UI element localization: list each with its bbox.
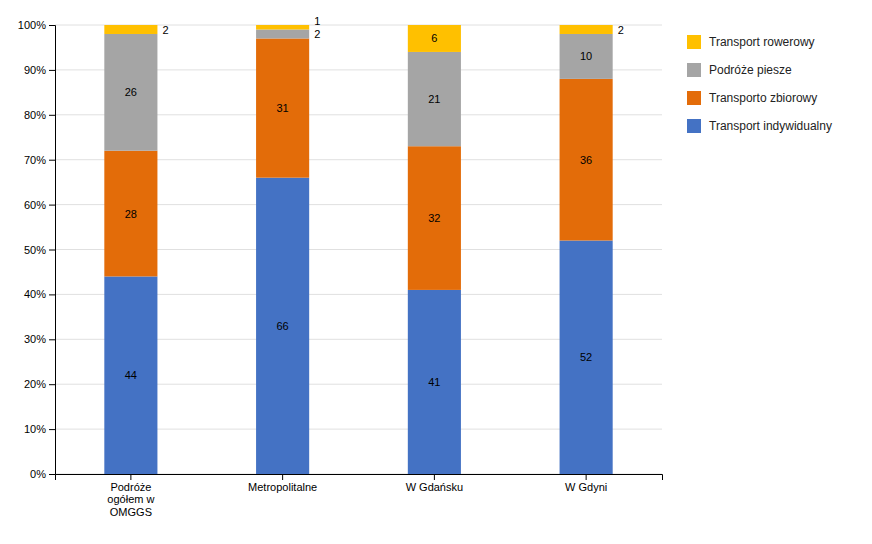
- x-tick-mark: [434, 474, 435, 480]
- legend: Transport rowerowy Podróże piesze Transpor…: [687, 35, 832, 133]
- y-tick: 60%: [24, 199, 55, 211]
- y-tick-label: 50%: [24, 244, 46, 256]
- y-tick-mark: [49, 250, 55, 251]
- legend-label: Transport indywidualny: [709, 119, 832, 133]
- bar-segment: [256, 178, 309, 474]
- y-tick-label: 70%: [24, 154, 46, 166]
- bar-segment: [408, 146, 461, 290]
- y-tick-mark: [49, 429, 55, 430]
- y-tick-label: 80%: [24, 109, 46, 121]
- y-tick-mark: [49, 294, 55, 295]
- legend-item: Transport indywidualny: [687, 119, 832, 133]
- y-tick: 80%: [24, 109, 55, 121]
- y-tick-label: 10%: [24, 423, 46, 435]
- y-tick-mark: [49, 339, 55, 340]
- y-tick-label: 100%: [18, 19, 46, 31]
- y-tick-label: 0%: [30, 468, 46, 480]
- x-tick: W Gdyni: [565, 474, 607, 493]
- bar-segment: [560, 241, 613, 474]
- data-label: 2: [162, 23, 168, 35]
- bar-segment: [560, 25, 613, 34]
- x-tick-label: W Gdańsku: [406, 481, 463, 493]
- y-tick: 70%: [24, 154, 55, 166]
- y-axis: 0% 10% 20% 30% 40% 50% 60% 70% 80% 90% 100%: [18, 19, 56, 480]
- y-tick: 50%: [24, 244, 55, 256]
- x-tick-label: W Gdyni: [565, 481, 607, 493]
- legend-swatch: [687, 35, 701, 49]
- data-label: 28: [125, 208, 137, 220]
- y-tick-mark: [49, 70, 55, 71]
- bar-segment: [560, 34, 613, 79]
- bar-segment: [256, 38, 309, 177]
- data-label: 10: [580, 50, 592, 62]
- bar-segment: [104, 151, 157, 277]
- x-tick-label: Metropolitalne: [248, 481, 317, 493]
- x-tick: W Gdańsku: [406, 474, 463, 493]
- data-label: 2: [618, 23, 624, 35]
- y-tick-label: 20%: [24, 378, 46, 390]
- legend-item: Transporto zbiorowy: [687, 91, 817, 105]
- legend-label: Podróże piesze: [709, 63, 792, 77]
- bar-segment: [408, 52, 461, 146]
- y-tick-mark: [49, 474, 55, 475]
- chart: 0% 10% 20% 30% 40% 50% 60% 70% 80% 90% 100% Podróże…: [0, 0, 872, 544]
- y-tick-label: 60%: [24, 199, 46, 211]
- x-tick-mark: [282, 474, 283, 480]
- y-tick-mark: [49, 205, 55, 206]
- legend-label: Transporto zbiorowy: [709, 91, 817, 105]
- y-tick-label: 40%: [24, 288, 46, 300]
- data-label: 52: [580, 351, 592, 363]
- data-label: 21: [428, 93, 440, 105]
- y-tick: 0%: [30, 468, 55, 480]
- y-tick: 10%: [24, 423, 55, 435]
- bar-segment: [408, 290, 461, 474]
- x-tick-label: Podróżeogółem wOMGGS: [107, 481, 154, 518]
- x-tick-mark: [130, 474, 131, 480]
- y-tick: 30%: [24, 333, 55, 345]
- bar-segment: [104, 276, 157, 474]
- data-label: 66: [277, 320, 289, 332]
- legend-swatch: [687, 91, 701, 105]
- y-axis-line: [49, 26, 56, 475]
- bar-segment: [256, 25, 309, 29]
- bar-segment: [560, 79, 613, 241]
- legend-swatch: [687, 63, 701, 77]
- y-tick-mark: [49, 115, 55, 116]
- bar-segment: [256, 29, 309, 38]
- legend-item: Transport rowerowy: [687, 35, 815, 49]
- data-label: 26: [125, 86, 137, 98]
- y-tick-mark: [49, 384, 55, 385]
- data-label: 44: [125, 369, 137, 381]
- x-axis-line: [56, 475, 663, 481]
- y-tick-mark: [49, 160, 55, 161]
- data-labels: 446641522831323626211062212: [125, 15, 624, 388]
- bar-segment: [104, 25, 157, 34]
- y-tick: 40%: [24, 288, 55, 300]
- x-tick-mark: [586, 474, 587, 480]
- y-tick-label: 30%: [24, 333, 46, 345]
- y-tick: 100%: [18, 19, 55, 31]
- data-label: 36: [580, 154, 592, 166]
- bars: [104, 25, 612, 474]
- bar-segment: [408, 25, 461, 52]
- plot: 0% 10% 20% 30% 40% 50% 60% 70% 80% 90% 100% Podróże…: [18, 15, 663, 518]
- x-axis: Podróżeogółem wOMGGS Metropolitalne W Gdań…: [56, 474, 663, 518]
- data-label: 6: [431, 32, 437, 44]
- data-label: 1: [314, 15, 320, 27]
- data-label: 41: [428, 376, 440, 388]
- y-tick-label: 90%: [24, 64, 46, 76]
- y-tick-mark: [49, 25, 55, 26]
- y-tick: 20%: [24, 378, 55, 390]
- data-label: 32: [428, 212, 440, 224]
- y-tick: 90%: [24, 64, 55, 76]
- bar-segment: [104, 34, 157, 151]
- legend-swatch: [687, 119, 701, 133]
- legend-item: Podróże piesze: [687, 63, 792, 77]
- data-label: 31: [277, 102, 289, 114]
- x-tick: Podróżeogółem wOMGGS: [107, 474, 154, 518]
- grid: [55, 25, 662, 474]
- data-label: 2: [314, 28, 320, 40]
- legend-label: Transport rowerowy: [709, 35, 815, 49]
- x-tick: Metropolitalne: [248, 474, 317, 493]
